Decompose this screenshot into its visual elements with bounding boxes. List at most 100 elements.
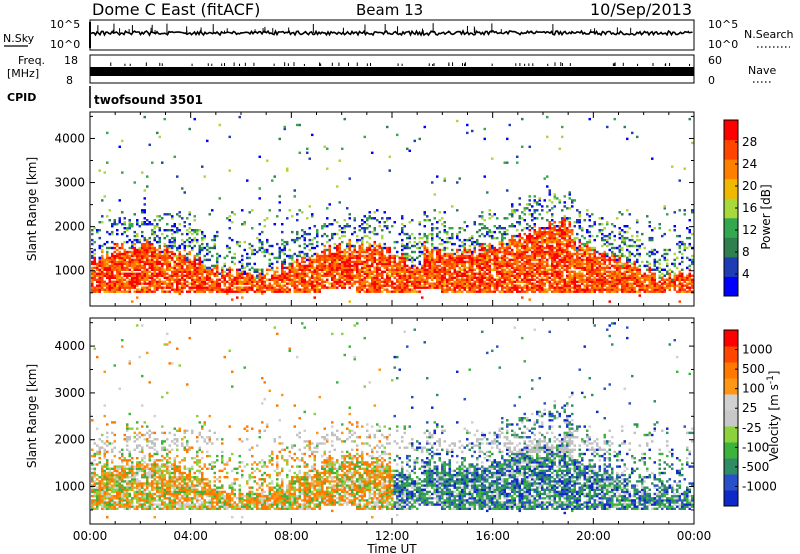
data-cell [336,254,339,258]
data-cell [531,250,534,254]
data-cell [526,258,529,262]
data-cell [216,258,219,262]
data-cell [283,270,286,273]
data-cell [288,270,291,273]
data-cell [626,260,629,264]
data-cell [463,229,466,232]
data-cell [483,258,486,262]
data-cell [403,286,406,289]
data-cell [173,155,176,158]
data-cell [298,264,301,268]
data-cell [603,270,606,273]
data-cell [508,278,511,281]
data-cell [521,266,524,270]
data-cell [198,262,201,266]
data-cell [161,232,164,236]
data-cell [473,284,476,287]
data-cell [338,280,341,283]
data-cell [338,264,341,268]
data-cell [613,286,616,289]
data-cell [516,248,519,252]
data-cell [541,230,544,234]
data-cell [358,268,361,271]
data-cell [608,258,611,262]
data-cell [481,256,484,260]
data-cell [633,262,636,266]
data-cell [471,254,474,258]
data-cell [416,246,419,250]
data-cell [121,254,124,258]
data-cell [403,260,406,264]
data-cell [523,268,526,271]
data-cell [553,256,556,260]
data-cell [156,284,159,287]
data-cell [228,135,231,139]
data-cell [516,266,519,270]
data-cell [103,195,106,198]
data-cell [218,286,221,289]
data-cell [178,264,181,268]
data-cell [608,248,611,252]
data-cell [506,232,509,236]
data-cell [158,229,161,232]
data-cell [286,217,289,220]
data-cell [398,272,401,275]
data-cell [536,234,539,238]
data-cell [471,129,474,133]
data-cell [181,272,184,275]
data-cell [448,272,451,275]
data-cell [131,272,134,275]
data-cell [121,260,124,264]
data-cell [133,181,136,184]
data-cell [261,292,264,295]
data-cell [623,274,626,277]
data-cell [221,274,224,277]
data-cell [256,250,259,254]
data-cell [201,248,204,252]
data-cell [453,266,456,270]
data-cell [591,274,594,277]
data-cell [513,240,516,244]
data-cell [628,266,631,270]
data-cell [578,215,581,218]
data-cell [216,266,219,270]
data-cell [288,288,291,291]
data-cell [568,234,571,238]
data-cell [376,276,379,279]
data-cell [543,232,546,236]
data-cell [406,242,409,246]
data-cell [346,280,349,283]
data-cell [368,248,371,252]
data-cell [461,286,464,289]
data-cell [376,288,379,291]
data-cell [451,278,454,281]
data-cell [138,272,141,275]
data-cell [406,252,409,256]
data-cell [541,248,544,252]
data-cell [521,258,524,262]
data-cell [563,201,566,204]
data-cell [308,270,311,273]
data-cell [293,280,296,283]
data-cell [231,256,234,260]
data-cell [421,250,424,254]
data-cell [246,274,249,277]
data-cell [541,284,544,287]
data-cell [543,272,546,275]
data-cell [388,268,391,271]
data-cell [598,278,601,281]
data-cell [403,254,406,258]
data-cell [123,240,126,244]
data-cell [468,278,471,281]
data-cell [261,280,264,283]
data-cell [458,248,461,252]
data-cell [506,229,509,232]
data-cell [133,258,136,262]
data-cell [103,260,106,264]
data-cell [371,278,374,281]
data-cell [416,268,419,271]
data-cell [141,211,144,214]
data-cell [558,229,561,232]
data-cell [501,260,504,264]
data-cell [131,260,134,264]
